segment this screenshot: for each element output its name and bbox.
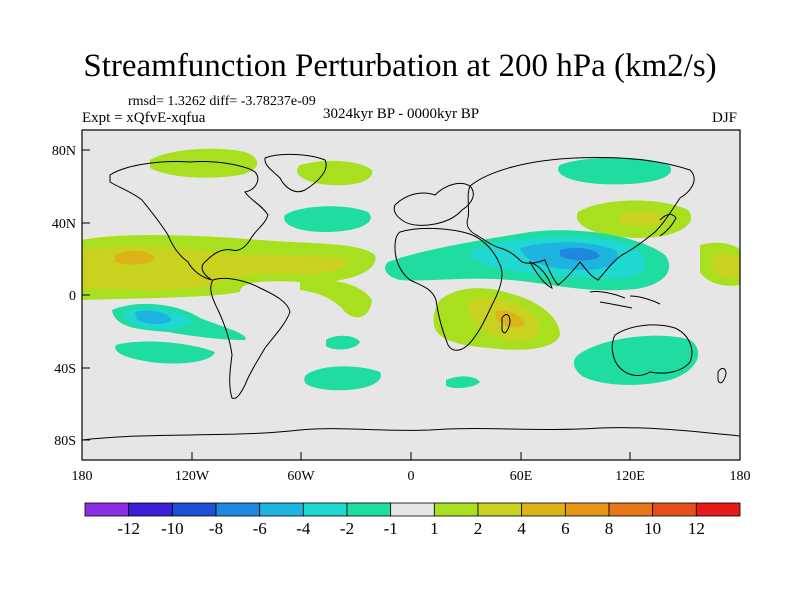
contour-siberia-neg (558, 157, 672, 185)
coast-asia (466, 157, 695, 286)
colorbar-label-1: -10 (161, 519, 184, 538)
colorbar-swatch-2 (171, 502, 217, 517)
colorbar-label-11: 8 (605, 519, 614, 538)
colorbar-swatch-14 (695, 502, 741, 517)
contour-satl-pos (300, 279, 372, 318)
colorbar-swatch-4 (259, 502, 304, 517)
lat-label-40n: 40N (52, 217, 76, 232)
plot-title: Streamfunction Perturbation at 200 hPa (… (83, 48, 717, 84)
contour-asia-neg-deep (560, 248, 600, 261)
coast-europe (393, 182, 474, 226)
colorbar-label-8: 2 (474, 519, 483, 538)
colorbar-swatch-8 (433, 502, 479, 517)
colorbar-swatch-13 (652, 502, 697, 517)
colorbar-label-13: 12 (688, 519, 705, 538)
colorbar-swatch-12 (608, 502, 654, 517)
colorbar-label-2: -8 (209, 519, 223, 538)
colorbar-swatch-7 (390, 502, 435, 517)
colorbar-swatch-6 (346, 502, 392, 517)
colorbar-labels: -12 -10 -8 -6 -4 -2 -1 1 2 4 6 8 10 12 (117, 519, 705, 538)
colorbar-label-7: 1 (430, 519, 439, 538)
coast-india (528, 261, 553, 289)
colorbar-label-5: -2 (340, 519, 354, 538)
coast-greenland (264, 153, 327, 193)
period-label: 3024kyr BP - 0000kyr BP (323, 106, 480, 122)
colorbar-swatch-1 (128, 502, 173, 517)
colorbar-label-10: 6 (561, 519, 570, 538)
coast-australia (611, 324, 693, 376)
coast-madagascar (501, 314, 511, 334)
experiment-label: Expt = xQfvE-xqfua (82, 110, 206, 126)
contour-npac-pos-core (620, 210, 668, 227)
colorbar-swatch-5 (302, 502, 348, 517)
lon-label-120e: 120E (615, 469, 645, 484)
lat-label-0: 0 (69, 289, 76, 304)
colorbar-swatch-0 (84, 502, 130, 517)
contour-trop-pos-wrap-mid (712, 253, 740, 279)
season-label: DJF (712, 110, 738, 126)
colorbar-label-0: -12 (117, 519, 140, 538)
contour-io-neg (446, 376, 480, 389)
lon-label-0: 0 (408, 469, 415, 484)
colorbar-swatch-10 (521, 502, 566, 517)
colorbar-label-12: 10 (644, 519, 661, 538)
coastlines (82, 153, 740, 441)
lon-label-180w: 180 (72, 469, 93, 484)
coast-south-america (210, 277, 291, 399)
lon-label-60e: 60E (510, 469, 533, 484)
coast-indonesia (589, 291, 661, 309)
coast-new-zealand (717, 367, 727, 384)
contour-sps-neg (115, 341, 215, 364)
contour-sam-neg2 (304, 366, 381, 391)
colorbar-label-6: -1 (384, 519, 398, 538)
colorbar-swatch-11 (564, 502, 610, 517)
contour-spac-neg-strong (135, 310, 172, 325)
lon-label-60w: 60W (287, 469, 315, 484)
lat-label-40s: 40S (54, 362, 76, 377)
contour-arctic-pos2 (296, 160, 373, 186)
coast-antarctica (82, 427, 740, 441)
lat-label-80s: 80S (54, 434, 76, 449)
colorbar-label-4: -4 (296, 519, 311, 538)
colorbar (84, 502, 741, 517)
colorbar-label-3: -6 (253, 519, 267, 538)
coast-africa (394, 227, 503, 351)
coast-north-america (109, 161, 269, 281)
coast-japan (659, 213, 677, 237)
contour-sam-neg (326, 335, 360, 350)
colorbar-swatch-9 (477, 502, 523, 517)
contour-trop-pos-core (115, 250, 155, 265)
lat-label-80n: 80N (52, 144, 76, 159)
stats-label: rmsd= 1.3262 diff= -3.78237e-09 (128, 94, 316, 109)
contour-natl-neg (284, 206, 371, 232)
colorbar-label-9: 4 (517, 519, 526, 538)
axis-ticks (81, 149, 741, 460)
contour-arctic-pos (150, 148, 258, 178)
colorbar-swatch-3 (215, 502, 261, 517)
lon-label-180e: 180 (730, 469, 751, 484)
contour-fields (82, 148, 740, 391)
lon-label-120w: 120W (175, 469, 210, 484)
